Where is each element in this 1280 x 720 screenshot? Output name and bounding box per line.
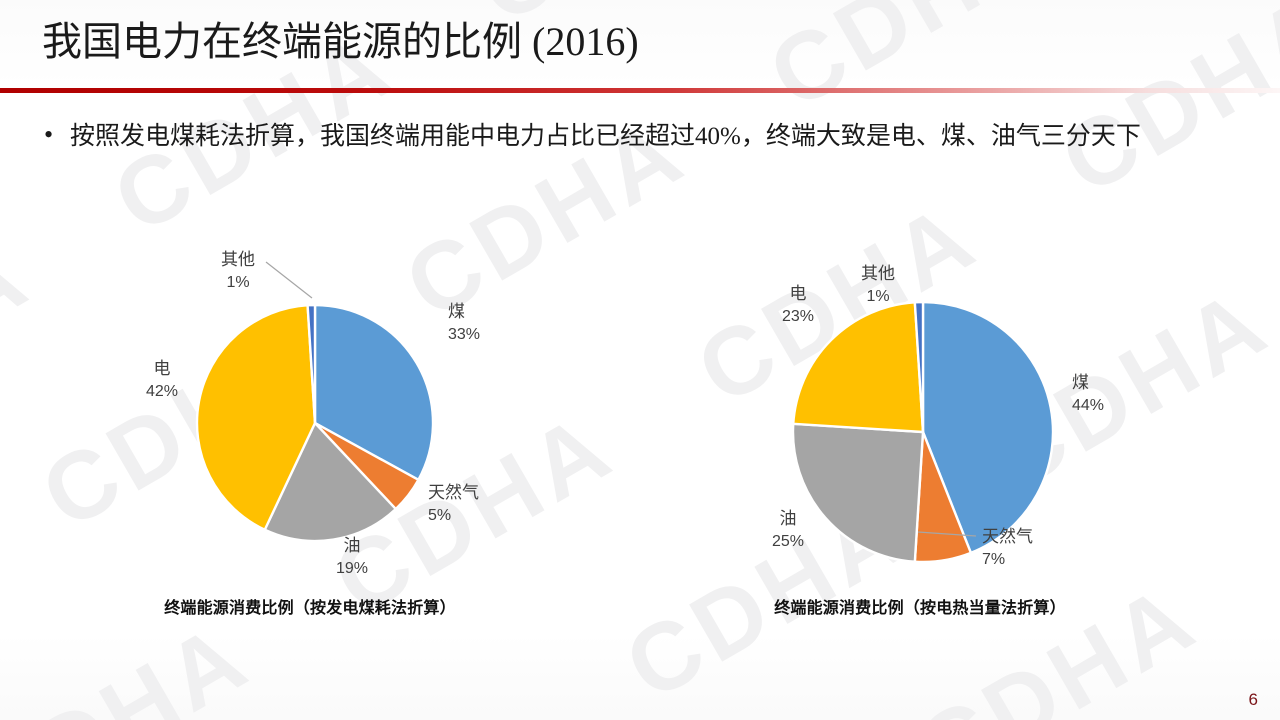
pie-chart-left-graphic: 煤 33% 天然气 5% 油 19% 电 42% 其他 1%	[146, 250, 480, 577]
watermark-text: CDHA	[245, 687, 559, 720]
chart-caption-right: 终端能源消费比例（按电热当量法折算）	[774, 600, 1066, 617]
pie-slice-label: 煤	[448, 302, 465, 321]
watermark-text: CDHA	[1264, 353, 1280, 596]
pie-slice-label: 电	[790, 284, 807, 303]
pie-slice	[263, 421, 397, 543]
pie-chart-coal-equivalent: 煤 33% 天然气 5% 油 19% 电 42% 其他 1% 终端能源消费比例（按发电煤耗法折算）	[30, 236, 590, 636]
pie-slice-label: 电	[154, 359, 171, 378]
pie-slice-label: 煤	[1072, 373, 1089, 392]
pie-slice-label: 天然气	[982, 527, 1033, 546]
pie-slice	[921, 300, 1055, 555]
pie-slice	[792, 301, 925, 434]
title-area: 我国电力在终端能源的比例 (2016)	[0, 0, 1280, 96]
pie-slice-percentage: 19%	[336, 560, 368, 577]
pie-slice-percentage: 44%	[1072, 397, 1104, 414]
page-number: 6	[1248, 690, 1258, 709]
pie-slice-percentage: 1%	[226, 274, 249, 291]
title-divider-rule	[0, 88, 1280, 93]
pie-slice-percentage: 5%	[428, 507, 451, 524]
pie-slice-label: 其他	[221, 250, 255, 269]
pie-slice-label: 油	[344, 536, 361, 555]
pie-slice-label: 天然气	[428, 483, 479, 502]
pie-label-leader-line	[265, 261, 313, 299]
pie-slice-percentage: 23%	[782, 308, 814, 325]
bullet-list: • 按照发电煤耗法折算，我国终端用能中电力占比已经超过40%，终端大致是电、煤、…	[44, 116, 1244, 157]
pie-label-leader-line	[917, 531, 977, 537]
pie-slice-label: 其他	[861, 264, 895, 283]
pie-slice-percentage: 7%	[982, 551, 1005, 568]
pie-slice-label: 油	[780, 509, 797, 528]
bullet-text: 按照发电煤耗法折算，我国终端用能中电力占比已经超过40%，终端大致是电、煤、油气…	[70, 123, 1141, 150]
page-title: 我国电力在终端能源的比例 (2016)	[42, 19, 639, 64]
pie-slice	[313, 303, 435, 482]
pie-slice	[791, 422, 925, 563]
pie-slice	[913, 300, 925, 434]
pie-slice-percentage: 1%	[866, 288, 889, 305]
pie-slice	[195, 304, 317, 531]
pie-slice-percentage: 25%	[772, 533, 804, 550]
pie-chart-thermal-equivalent: 煤 44% 天然气 7% 油 25% 电 23% 其他 1% 终端能源消费比例（按电热当量法折算）	[640, 236, 1200, 636]
bullet-marker-icon: •	[44, 120, 54, 149]
pie-chart-right-graphic: 煤 44% 天然气 7% 油 25% 电 23% 其他 1%	[772, 264, 1104, 568]
chart-caption-left: 终端能源消费比例（按发电煤耗法折算）	[164, 600, 456, 617]
pie-slice-percentage: 42%	[146, 383, 178, 400]
pie-slice-percentage: 33%	[448, 326, 480, 343]
pie-slice	[306, 303, 317, 425]
